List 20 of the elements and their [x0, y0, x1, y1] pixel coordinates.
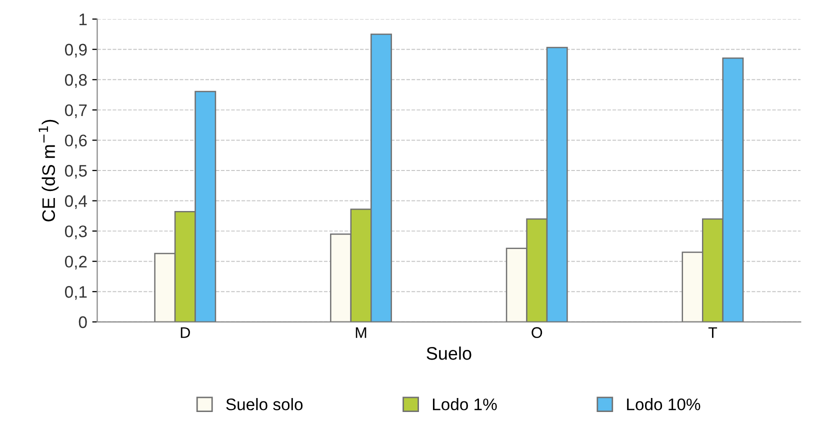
legend-label: Lodo 1% — [432, 398, 497, 410]
y-tick-label: 0,1 — [64, 286, 87, 300]
y-tick-label: 1 — [80, 14, 87, 26]
y-tick-label: 0 — [78, 316, 87, 328]
y-tick-label: 0,9 — [64, 44, 87, 58]
y-tick-label: 0,2 — [64, 256, 87, 270]
y-tick-label: 0,3 — [64, 225, 87, 240]
x-tick-label: T — [708, 327, 718, 338]
x-tick-label: M — [356, 327, 366, 338]
y-tick-label: 0,5 — [64, 164, 87, 179]
y-tick-label: 0,7 — [64, 104, 87, 118]
y-axis-title: CE (dS m$^{−1}$) — [38, 120, 59, 222]
y-tick-label: 0,4 — [64, 195, 88, 209]
x-tick-label: D — [180, 327, 190, 338]
x-tick-label: O — [532, 327, 542, 338]
y-tick-label: 0,8 — [64, 74, 87, 88]
legend-label: Suelo solo — [226, 398, 303, 410]
legend-label: Lodo 10% — [627, 398, 700, 410]
x-axis-title: Suelo — [426, 346, 472, 360]
y-tick-label: 0,6 — [64, 134, 87, 148]
